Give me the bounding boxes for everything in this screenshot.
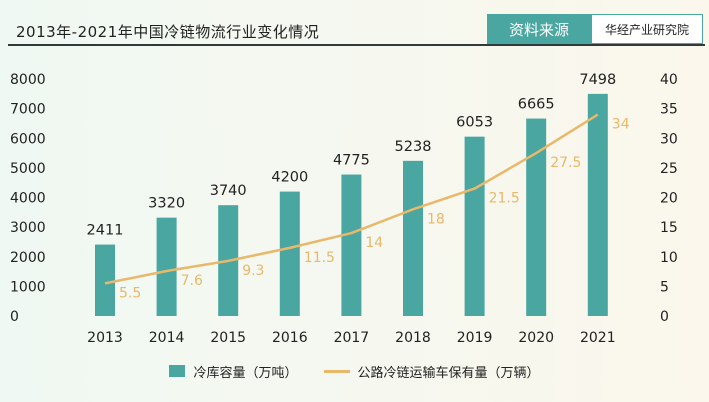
y-left-tick-label: 6000 [10, 131, 46, 147]
y-right-tick-label: 0 [660, 309, 669, 325]
line-value-label: 7.6 [181, 273, 203, 289]
line-value-label: 14 [365, 235, 383, 251]
header-divider [8, 44, 705, 46]
bar-value-label: 7498 [579, 72, 616, 88]
chart-title: 2013年-2021年中国冷链物流行业变化情况 [16, 23, 320, 41]
legend-item-line: 公路冷链运输车保有量（万辆） [323, 362, 540, 381]
source-box: 资料来源 华经产业研究院 [487, 14, 703, 44]
x-tick-label: 2020 [518, 330, 554, 346]
y-left-tick-label: 8000 [10, 72, 46, 88]
series-line [104, 113, 599, 285]
bar-2017 [341, 174, 362, 316]
legend-swatch-line [323, 369, 350, 373]
x-tick-label: 2018 [395, 330, 431, 346]
y-right-tick-label: 40 [660, 72, 678, 88]
x-tick-label: 2015 [210, 330, 246, 346]
y-left-tick-label: 2000 [10, 250, 46, 266]
source-label: 资料来源 [487, 14, 591, 44]
y-right-tick-label: 10 [660, 250, 678, 266]
bar-2018 [403, 160, 423, 316]
x-tick-label: 2013 [87, 330, 123, 346]
bar-value-label: 2411 [87, 223, 124, 239]
y-left-tick-label: 0 [10, 309, 19, 325]
bar-value-label: 3740 [210, 183, 247, 199]
source-value: 华经产业研究院 [591, 14, 703, 44]
legend-label-bar: 冷库容量（万吨） [193, 365, 298, 381]
line-value-label: 11.5 [304, 250, 335, 266]
bar-2013 [95, 244, 115, 316]
line-value-label: 9.3 [242, 263, 264, 279]
y-left-tick-label: 3000 [10, 220, 46, 236]
line-value-label: 21.5 [489, 191, 520, 207]
line-value-label: 18 [427, 211, 445, 227]
bar-2016 [279, 191, 300, 316]
bar-2020 [526, 118, 547, 316]
y-right-tick-label: 20 [660, 191, 678, 207]
y-right-tick-label: 30 [660, 131, 678, 147]
x-tick-label: 2016 [272, 330, 308, 346]
legend-label-line: 公路冷链运输车保有量（万辆） [357, 365, 540, 381]
y-right-tick-label: 25 [660, 161, 678, 177]
bar-value-label: 6053 [456, 115, 493, 131]
legend-swatch-bar [169, 365, 186, 377]
x-tick-label: 2014 [149, 330, 185, 346]
y-left-tick-label: 7000 [10, 102, 46, 118]
bar-value-label: 3320 [148, 196, 185, 212]
bar-value-label: 6665 [518, 97, 555, 113]
line-value-label: 34 [612, 117, 630, 133]
bar-2014 [156, 217, 177, 316]
y-left-tick-label: 1000 [10, 279, 46, 295]
chart-header: 2013年-2021年中国冷链物流行业变化情况 资料来源 华经产业研究院 [0, 0, 709, 46]
legend-item-bar: 冷库容量（万吨） [169, 362, 298, 381]
bar-value-label: 4200 [271, 170, 308, 186]
x-tick-label: 2021 [580, 330, 616, 346]
y-right-tick-label: 5 [660, 279, 669, 295]
y-right-tick-label: 35 [660, 102, 678, 118]
bar-value-label: 5238 [395, 139, 432, 155]
y-left-tick-label: 5000 [10, 161, 46, 177]
y-right-tick-label: 15 [660, 220, 678, 236]
bar-value-label: 4775 [333, 153, 370, 169]
bar-2021 [587, 93, 608, 316]
line-value-label: 5.5 [119, 285, 141, 301]
y-left-tick-label: 4000 [10, 191, 46, 207]
x-tick-label: 2017 [334, 330, 370, 346]
x-tick-label: 2019 [457, 330, 493, 346]
line-value-label: 27.5 [550, 155, 581, 171]
legend: 冷库容量（万吨） 公路冷链运输车保有量（万辆） [0, 360, 709, 382]
bar-2019 [464, 136, 485, 316]
